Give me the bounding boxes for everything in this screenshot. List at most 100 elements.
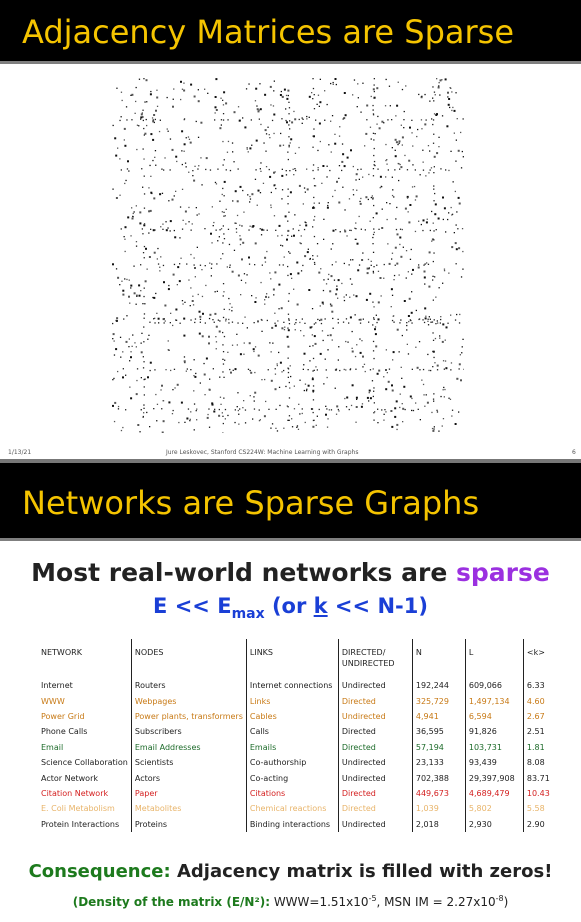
matrix-nonzero-dot bbox=[288, 124, 290, 126]
matrix-nonzero-dot bbox=[401, 88, 404, 91]
matrix-nonzero-dot bbox=[327, 349, 329, 351]
matrix-nonzero-dot bbox=[156, 420, 158, 422]
matrix-nonzero-dot bbox=[123, 127, 126, 130]
matrix-nonzero-dot bbox=[372, 198, 374, 200]
matrix-nonzero-dot bbox=[299, 379, 301, 381]
matrix-nonzero-dot bbox=[309, 326, 312, 329]
matrix-nonzero-dot bbox=[403, 119, 405, 121]
matrix-nonzero-dot bbox=[229, 169, 232, 172]
table-row: Citation Network Paper Citations Directed 44… bbox=[38, 785, 554, 802]
matrix-nonzero-dot bbox=[223, 91, 226, 94]
matrix-nonzero-dot bbox=[399, 243, 401, 246]
matrix-nonzero-dot bbox=[169, 230, 171, 232]
matrix-nonzero-dot bbox=[237, 409, 239, 412]
matrix-nonzero-dot bbox=[220, 403, 222, 405]
matrix-nonzero-dot bbox=[343, 368, 345, 371]
matrix-nonzero-dot bbox=[376, 321, 378, 324]
matrix-nonzero-dot bbox=[263, 142, 265, 144]
matrix-nonzero-dot bbox=[306, 388, 308, 390]
matrix-nonzero-dot bbox=[173, 195, 175, 197]
matrix-nonzero-dot bbox=[312, 98, 314, 100]
matrix-nonzero-dot bbox=[235, 222, 237, 224]
matrix-nonzero-dot bbox=[184, 361, 186, 364]
matrix-nonzero-dot bbox=[133, 211, 135, 213]
matrix-nonzero-dot bbox=[318, 408, 320, 411]
matrix-nonzero-dot bbox=[221, 193, 223, 196]
matrix-nonzero-dot bbox=[387, 119, 389, 121]
matrix-nonzero-dot bbox=[278, 264, 281, 266]
matrix-nonzero-dot bbox=[346, 156, 349, 159]
matrix-nonzero-dot bbox=[237, 392, 239, 394]
matrix-nonzero-dot bbox=[419, 174, 421, 176]
matrix-nonzero-dot bbox=[300, 330, 302, 332]
matrix-nonzero-dot bbox=[181, 130, 184, 133]
matrix-nonzero-dot bbox=[130, 351, 132, 353]
table-cell-n: 2,018 bbox=[411, 816, 466, 832]
matrix-nonzero-dot bbox=[260, 281, 262, 284]
matrix-nonzero-dot bbox=[248, 83, 250, 85]
matrix-nonzero-dot bbox=[278, 351, 280, 354]
matrix-nonzero-dot bbox=[231, 321, 234, 323]
matrix-nonzero-dot bbox=[358, 319, 360, 321]
matrix-nonzero-dot bbox=[322, 303, 324, 305]
matrix-nonzero-dot bbox=[436, 409, 438, 411]
matrix-nonzero-dot bbox=[288, 397, 291, 399]
matrix-nonzero-dot bbox=[188, 279, 190, 281]
matrix-nonzero-dot bbox=[260, 170, 262, 172]
matrix-nonzero-dot bbox=[377, 318, 380, 321]
matrix-nonzero-dot bbox=[338, 201, 341, 204]
matrix-nonzero-dot bbox=[143, 207, 146, 209]
matrix-nonzero-dot bbox=[354, 227, 356, 229]
matrix-nonzero-dot bbox=[273, 90, 275, 92]
matrix-nonzero-dot bbox=[364, 145, 366, 147]
matrix-nonzero-dot bbox=[125, 374, 127, 376]
matrix-nonzero-dot bbox=[355, 406, 358, 408]
matrix-nonzero-dot bbox=[235, 231, 238, 233]
matrix-nonzero-dot bbox=[281, 174, 284, 177]
matrix-nonzero-dot bbox=[179, 206, 182, 208]
matrix-nonzero-dot bbox=[222, 140, 224, 143]
matrix-nonzero-dot bbox=[348, 408, 350, 411]
matrix-nonzero-dot bbox=[373, 204, 375, 207]
matrix-nonzero-dot bbox=[436, 78, 438, 80]
matrix-nonzero-dot bbox=[373, 402, 375, 404]
matrix-nonzero-dot bbox=[214, 181, 217, 184]
matrix-nonzero-dot bbox=[408, 159, 411, 162]
matrix-nonzero-dot bbox=[281, 95, 283, 98]
matrix-nonzero-dot bbox=[168, 401, 171, 404]
matrix-nonzero-dot bbox=[314, 342, 317, 345]
matrix-nonzero-dot bbox=[163, 318, 165, 320]
matrix-nonzero-dot bbox=[202, 312, 204, 315]
matrix-nonzero-dot bbox=[312, 87, 315, 90]
matrix-nonzero-dot bbox=[125, 179, 127, 182]
matrix-nonzero-dot bbox=[323, 238, 325, 240]
matrix-nonzero-dot bbox=[177, 266, 180, 269]
matrix-nonzero-dot bbox=[199, 382, 201, 384]
matrix-nonzero-dot bbox=[447, 322, 449, 324]
formula-part2: (or bbox=[264, 594, 314, 618]
matrix-nonzero-dot bbox=[431, 118, 433, 120]
matrix-nonzero-dot bbox=[181, 88, 184, 90]
matrix-nonzero-dot bbox=[244, 316, 246, 318]
table-cell-network: WWW bbox=[41, 696, 65, 706]
matrix-nonzero-dot bbox=[232, 151, 234, 153]
matrix-nonzero-dot bbox=[167, 227, 169, 229]
matrix-nonzero-dot bbox=[400, 319, 402, 321]
matrix-nonzero-dot bbox=[326, 206, 329, 209]
matrix-nonzero-dot bbox=[150, 133, 153, 136]
matrix-nonzero-dot bbox=[136, 295, 138, 297]
matrix-nonzero-dot bbox=[313, 219, 315, 221]
matrix-nonzero-dot bbox=[287, 327, 289, 329]
matrix-nonzero-dot bbox=[432, 260, 434, 263]
matrix-nonzero-dot bbox=[164, 320, 166, 322]
matrix-nonzero-dot bbox=[398, 351, 400, 353]
matrix-nonzero-dot bbox=[431, 238, 434, 241]
matrix-nonzero-dot bbox=[287, 94, 289, 97]
matrix-nonzero-dot bbox=[438, 430, 440, 432]
matrix-nonzero-dot bbox=[395, 228, 398, 231]
matrix-nonzero-dot bbox=[345, 294, 347, 296]
matrix-nonzero-dot bbox=[313, 207, 316, 209]
matrix-nonzero-dot bbox=[285, 170, 287, 172]
matrix-nonzero-dot bbox=[335, 261, 337, 263]
matrix-nonzero-dot bbox=[372, 113, 375, 115]
